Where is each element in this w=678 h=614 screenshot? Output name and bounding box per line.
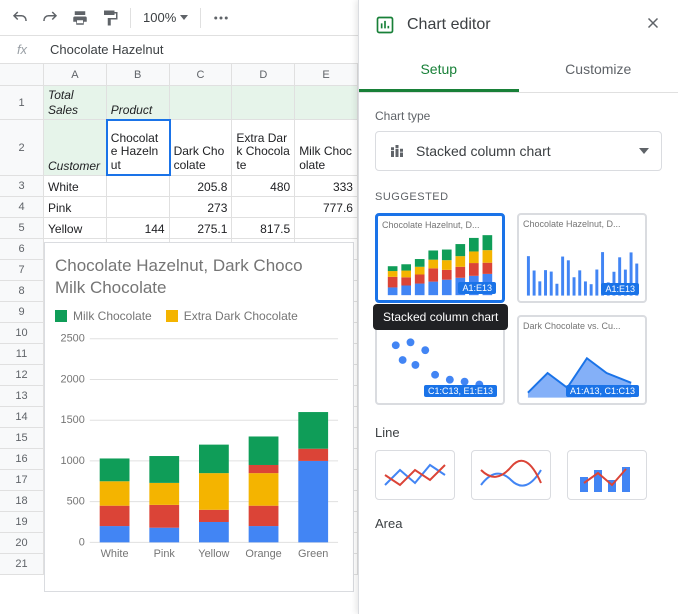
chart-suggestion-thumb[interactable]: Dark Chocolate vs. Cu...A1:A13, C1:C13 (517, 315, 647, 405)
column-headers: A B C D E (0, 64, 358, 86)
suggested-label: SUGGESTED (375, 191, 662, 203)
svg-text:2000: 2000 (61, 374, 85, 386)
redo-button[interactable] (36, 4, 64, 32)
svg-text:Orange: Orange (245, 548, 281, 560)
chevron-down-icon (639, 148, 649, 154)
chart-editor-sidebar: Chart editor Setup Customize Chart type … (358, 0, 678, 614)
col-header[interactable]: B (107, 64, 170, 85)
embedded-chart[interactable]: Chocolate Hazelnut, Dark ChocoMilk Choco… (44, 242, 354, 592)
undo-button[interactable] (6, 4, 34, 32)
tab-customize[interactable]: Customize (519, 49, 678, 92)
chart-title: Chocolate Hazelnut, Dark ChocoMilk Choco… (55, 255, 343, 299)
stacked-column-icon (388, 142, 406, 160)
select-all-corner[interactable] (0, 64, 44, 85)
chart-suggestion-thumb[interactable]: Chocolate Hazelnut, D...A1:E13 (375, 213, 505, 303)
chart-legend: Milk ChocolateExtra Dark Chocolate (55, 309, 343, 323)
line-thumbnails (375, 450, 662, 500)
separator (200, 8, 201, 28)
print-button[interactable] (66, 4, 94, 32)
chart-suggestion-thumb[interactable]: Chocolate Hazelnut, D...A1:E13 (517, 213, 647, 303)
svg-text:2500: 2500 (61, 333, 85, 345)
svg-text:Yellow: Yellow (198, 548, 229, 560)
col-header[interactable]: A (44, 64, 107, 85)
chart-icon (375, 15, 395, 35)
sidebar-body: Chart type Stacked column chart SUGGESTE… (359, 93, 678, 614)
chart-type-select[interactable]: Stacked column chart (375, 131, 662, 171)
spreadsheet-grid: A B C D E 1SUM of Total SalesProduct2Cus… (0, 64, 358, 614)
chart-type-label: Chart type (375, 109, 662, 123)
zoom-select[interactable]: 100% (137, 10, 194, 25)
chevron-down-icon (180, 15, 188, 20)
area-section-label: Area (375, 516, 662, 531)
line-chart-thumb[interactable] (375, 450, 455, 500)
col-header[interactable]: C (170, 64, 233, 85)
svg-text:500: 500 (67, 496, 85, 508)
col-header[interactable]: E (295, 64, 358, 85)
sidebar-tabs: Setup Customize (359, 49, 678, 93)
fx-label: fx (0, 42, 44, 57)
col-header[interactable]: D (232, 64, 295, 85)
paint-format-button[interactable] (96, 4, 124, 32)
line-section-label: Line (375, 425, 662, 440)
close-button[interactable] (644, 14, 662, 35)
combo-chart-thumb[interactable] (567, 450, 647, 500)
more-button[interactable] (207, 4, 235, 32)
tab-setup[interactable]: Setup (359, 49, 519, 92)
svg-text:1000: 1000 (61, 455, 85, 467)
smooth-line-thumb[interactable] (471, 450, 551, 500)
svg-text:Pink: Pink (154, 548, 176, 560)
sidebar-title: Chart editor (407, 16, 632, 34)
svg-text:0: 0 (79, 537, 85, 549)
svg-text:Green: Green (298, 548, 328, 560)
sidebar-header: Chart editor (359, 0, 678, 49)
separator (130, 8, 131, 28)
chart-type-value: Stacked column chart (416, 143, 551, 159)
chart-area: 0 500 1000 1500 2000 2500 White Pink Yellow Orang… (55, 333, 343, 563)
thumbnail-tooltip: Stacked column chart (373, 304, 508, 330)
svg-text:White: White (101, 548, 129, 560)
zoom-value: 100% (143, 10, 176, 25)
svg-text:1500: 1500 (61, 414, 85, 426)
